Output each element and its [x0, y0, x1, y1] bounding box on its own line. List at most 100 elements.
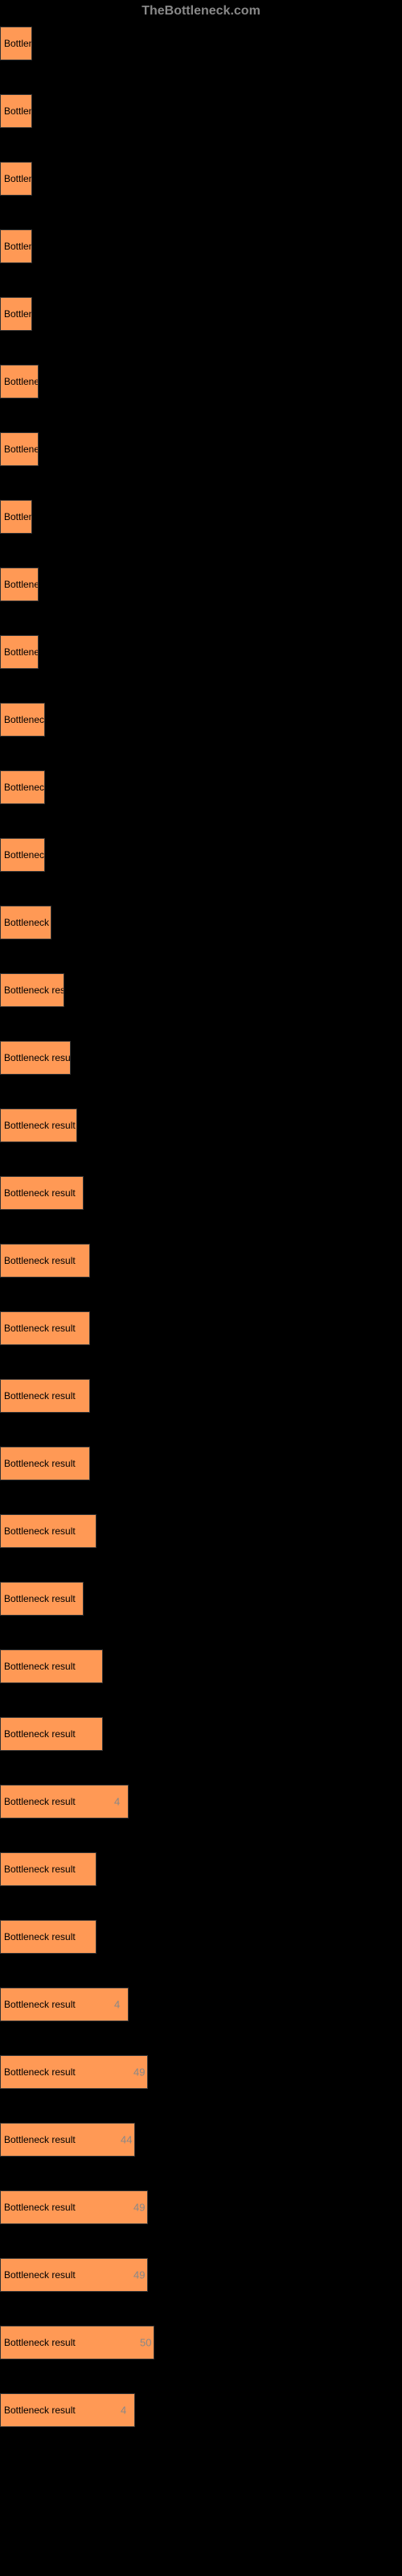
bar-row: Bottleneck result	[0, 1244, 402, 1278]
bar: Bottlen	[0, 94, 32, 128]
bar-row: Bottlen	[0, 27, 402, 60]
bar-row: Bottleneck result	[0, 1852, 402, 1886]
bar-label: Bottleneck result	[4, 2134, 76, 2145]
bar: Bottleneck resu	[0, 973, 64, 1007]
bar-label: Bottleneck result	[4, 1931, 76, 1942]
bar-label: Bottleneck result	[4, 1052, 71, 1063]
bar: Bottleneck result	[0, 1108, 77, 1142]
bar: Bottleneck result	[0, 2258, 148, 2292]
bar-row: Bottlen	[0, 500, 402, 534]
bar-label: Bottlen	[4, 511, 32, 522]
bar-row: Bottleneck result 4	[0, 1785, 402, 1818]
bar-row: Bottleneck result	[0, 1582, 402, 1616]
bar-row: Bottlen	[0, 229, 402, 263]
bar-value-label: 49	[133, 2066, 145, 2079]
bar-label: Bottleneck	[4, 782, 45, 793]
bar: Bottlenec	[0, 635, 39, 669]
bar-row: Bottleneck result	[0, 1108, 402, 1142]
bar-row: Bottleneck result	[0, 1379, 402, 1413]
bar-row: Bottleneck result 4	[0, 2393, 402, 2427]
bar: Bottlen	[0, 27, 32, 60]
bar: Bottleneck result	[0, 1244, 90, 1278]
bar: Bottleneck result	[0, 1852, 96, 1886]
bar-label: Bottleneck result	[4, 1120, 76, 1131]
bar-label: Bottlen	[4, 105, 32, 117]
bar-row: Bottlen	[0, 297, 402, 331]
bar-value-label: 49	[133, 2202, 145, 2214]
bar-row: Bottleneck result 49	[0, 2190, 402, 2224]
bar-row: Bottleneck result 4	[0, 1988, 402, 2021]
bar-row: Bottleneck	[0, 770, 402, 804]
bar-row: Bottleneck result	[0, 1514, 402, 1548]
bar-label: Bottleneck result	[4, 1728, 76, 1740]
bar: Bottleneck result	[0, 2326, 154, 2359]
bar-label: Bottlenec	[4, 444, 39, 455]
bar-label: Bottlenec	[4, 579, 39, 590]
bar-value-label: 50	[140, 2337, 151, 2349]
bar-row: Bottleneck result 50	[0, 2326, 402, 2359]
bar-label: Bottleneck result	[4, 1593, 76, 1604]
bar: Bottleneck result	[0, 1920, 96, 1954]
bar: Bottleneck result	[0, 1176, 84, 1210]
bar: Bottlenec	[0, 432, 39, 466]
bar-row: Bottleneck	[0, 703, 402, 737]
bar-row: Bottleneck result	[0, 1717, 402, 1751]
bar-row: Bottlen	[0, 94, 402, 128]
bar-label: Bottleneck result	[4, 2405, 76, 2416]
bar-label: Bottleneck result	[4, 1255, 76, 1266]
bar-label: Bottleneck result	[4, 2337, 76, 2348]
bar: Bottleneck result	[0, 1649, 103, 1683]
bar: Bottleneck result	[0, 1447, 90, 1480]
bar: Bottleneck result	[0, 1311, 90, 1345]
bar-row: Bottlenec	[0, 432, 402, 466]
bar: Bottleneck result	[0, 1785, 129, 1818]
bar-row: Bottleneck resu	[0, 973, 402, 1007]
bar-label: Bottlen	[4, 38, 32, 49]
bar-row: Bottleneck result	[0, 1311, 402, 1345]
bar-value-label: 4	[114, 1796, 120, 1808]
bar: Bottlen	[0, 500, 32, 534]
bar: Bottleneck result	[0, 1988, 129, 2021]
bar-label: Bottleneck result	[4, 1525, 76, 1537]
bar: Bottlenec	[0, 568, 39, 601]
bar-label: Bottleneck result	[4, 1999, 76, 2010]
bar: Bottlen	[0, 297, 32, 331]
bar-row: Bottleneck result 44	[0, 2123, 402, 2157]
bar: Bottleneck result	[0, 2055, 148, 2089]
bar-value-label: 4	[121, 2405, 126, 2417]
bar-row: Bottlenec	[0, 568, 402, 601]
bar-label: Bottleneck result	[4, 1796, 76, 1807]
bar: Bottleneck result	[0, 2123, 135, 2157]
bar-label: Bottlenec	[4, 646, 39, 658]
bar-label: Bottleneck result	[4, 1187, 76, 1199]
bar-row: Bottleneck result 49	[0, 2055, 402, 2089]
bar-row: Bottlen	[0, 162, 402, 196]
bar-value-label: 49	[133, 2269, 145, 2281]
bar-row: Bottleneck result	[0, 1041, 402, 1075]
bar: Bottleneck	[0, 906, 51, 939]
bar-label: Bottleneck result	[4, 1390, 76, 1402]
bottleneck-bar-chart: Bottlen Bottlen Bottlen Bottlen Bottlen Bottl…	[0, 27, 402, 2485]
bar-label: Bottleneck result	[4, 1864, 76, 1875]
bar-value-label: 4	[114, 1999, 120, 2011]
bar: Bottleneck	[0, 703, 45, 737]
bar: Bottleneck	[0, 838, 45, 872]
bar-row: Bottleneck result 49	[0, 2258, 402, 2292]
bar-label: Bottleneck result	[4, 2202, 76, 2213]
bar-value-label: 44	[121, 2134, 132, 2146]
bar-row: Bottleneck result	[0, 1920, 402, 1954]
page-title: TheBottleneck.com	[142, 4, 260, 18]
bar: Bottleneck result	[0, 1041, 71, 1075]
bar: Bottlenec	[0, 365, 39, 398]
bar-row: Bottleneck	[0, 838, 402, 872]
bar-label: Bottleneck result	[4, 2066, 76, 2078]
bar: Bottleneck	[0, 770, 45, 804]
bar: Bottleneck result	[0, 1582, 84, 1616]
bar-label: Bottleneck	[4, 917, 49, 928]
bar: Bottleneck result	[0, 2190, 148, 2224]
bar-label: Bottleneck result	[4, 1323, 76, 1334]
bar: Bottleneck result	[0, 1379, 90, 1413]
bar-label: Bottlen	[4, 308, 32, 320]
bar-label: Bottleneck result	[4, 2269, 76, 2281]
bar-row: Bottleneck result	[0, 1176, 402, 1210]
